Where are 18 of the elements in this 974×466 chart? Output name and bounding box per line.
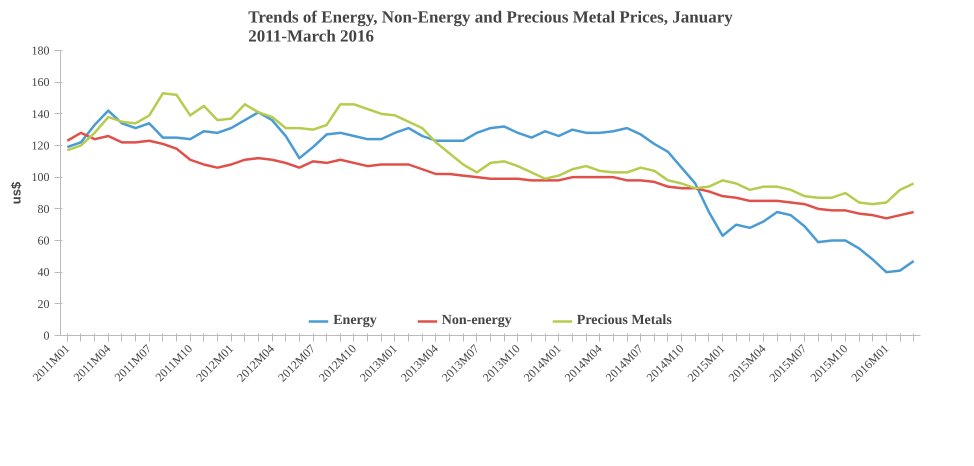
legend-label: Non-energy <box>442 313 512 329</box>
y-tick-label: 180 <box>32 44 50 58</box>
line-series <box>66 92 915 206</box>
y-tick-label: 100 <box>32 170 50 184</box>
y-tick-label: 0 <box>44 328 50 342</box>
y-tick-label: 120 <box>32 138 50 152</box>
line-series <box>66 109 915 274</box>
y-tick-label: 140 <box>32 106 50 121</box>
y-tick-label: 40 <box>38 265 50 280</box>
line-series <box>66 132 915 220</box>
legend-label: Precious Metals <box>576 313 672 329</box>
y-tick-label: 20 <box>38 296 50 311</box>
legend-label: Energy <box>333 313 377 329</box>
chart-title: Trends of Energy, Non-Energy and Precious Metal Prices, January 2011-March 2016 <box>248 8 734 46</box>
y-tick-label: 160 <box>32 75 50 90</box>
y-tick-label: 60 <box>38 234 50 248</box>
y-tick-label: 80 <box>38 202 50 216</box>
y-axis-title: us$ <box>8 181 24 204</box>
